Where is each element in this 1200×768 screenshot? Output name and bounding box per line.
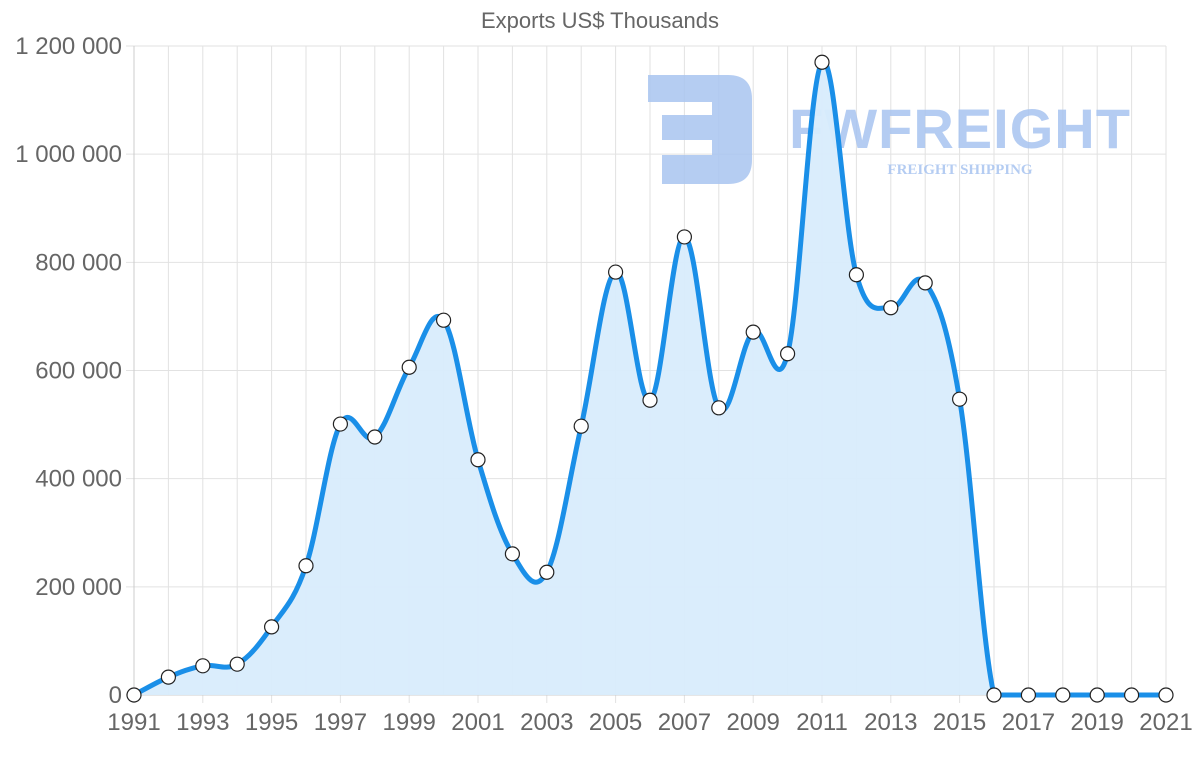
- watermark-logo: FWFREIGHT FREIGHT SHIPPING: [648, 75, 1131, 184]
- chart-title: Exports US$ Thousands: [480, 8, 720, 33]
- y-tick-label: 1 000 000: [15, 141, 122, 168]
- data-point[interactable]: 1998: 477000: [367, 429, 383, 445]
- data-point[interactable]: 2017: 0: [1020, 687, 1037, 703]
- x-tick-label: 2007: [658, 709, 711, 736]
- logo-mark-icon: [648, 75, 752, 184]
- data-point[interactable]: 2002: 261000: [504, 546, 521, 562]
- data-point[interactable]: 2007: 847000: [676, 229, 693, 245]
- y-axis: 0 200 000 400 000 600 000 800 000 1 000 000 1 …: [15, 33, 122, 709]
- x-tick-label: 2005: [589, 709, 642, 736]
- data-point[interactable]: 2008: 531000: [711, 400, 727, 416]
- data-point[interactable]: 1992: 33000: [160, 669, 176, 685]
- watermark-tagline: FREIGHT SHIPPING: [887, 162, 1032, 178]
- x-tick-label: 2003: [520, 709, 573, 736]
- x-tick-label: 1991: [107, 709, 160, 736]
- data-point[interactable]: 1994: 57000: [229, 656, 245, 672]
- data-point[interactable]: 2009: 671000: [745, 324, 761, 340]
- data-point[interactable]: 2003: 227000: [539, 564, 555, 580]
- data-point[interactable]: 1996: 239000: [298, 558, 314, 574]
- data-point[interactable]: 1999: 606000: [401, 359, 417, 375]
- data-points: 1991: 0 1992: 33000 1993: 54000 1994: 57000…: [126, 54, 1174, 703]
- y-tick-label: 600 000: [35, 358, 122, 385]
- x-tick-label: 1995: [245, 709, 298, 736]
- x-tick-label: 2011: [796, 709, 848, 736]
- y-tick-label: 0: [109, 682, 122, 709]
- data-point[interactable]: 2013: 716000: [883, 300, 899, 316]
- area-fill: [134, 61, 1166, 696]
- x-axis: 1991 1993 1995 1997 1999 2001 2003 2005 2007 2009…: [107, 709, 1192, 736]
- data-point[interactable]: 2005: 782000: [607, 264, 624, 280]
- data-point[interactable]: 2015: 547000: [951, 391, 968, 407]
- data-point[interactable]: 2014: 762000: [917, 275, 933, 291]
- data-point[interactable]: 2019: 0: [1089, 687, 1105, 703]
- x-tick-label: 2015: [933, 709, 986, 736]
- data-point[interactable]: 2018: 0: [1055, 687, 1071, 703]
- data-point[interactable]: 1997: 501000: [332, 416, 348, 432]
- x-tick-label: 1993: [176, 709, 229, 736]
- data-point[interactable]: 1991: 0: [126, 687, 142, 703]
- x-tick-label: 2013: [864, 709, 917, 736]
- x-tick-label: 2021: [1139, 709, 1192, 736]
- x-tick-label: 2009: [727, 709, 780, 736]
- x-tick-label: 2017: [1002, 709, 1055, 736]
- data-point[interactable]: 2012: 777000: [848, 267, 865, 283]
- data-point[interactable]: 2011: 1170000: [814, 54, 830, 70]
- data-point[interactable]: 1995: 126000: [264, 619, 280, 635]
- y-tick-label: 400 000: [35, 466, 122, 493]
- data-point[interactable]: 2021: 0: [1158, 687, 1174, 703]
- x-tick-label: 2001: [451, 709, 504, 736]
- data-point[interactable]: 2006: 545000: [642, 392, 658, 408]
- x-tick-label: 1997: [314, 709, 367, 736]
- x-tick-label: 2019: [1071, 709, 1124, 736]
- data-point[interactable]: 2001: 435000: [470, 452, 486, 468]
- data-point[interactable]: 2020: 0: [1123, 687, 1140, 703]
- y-tick-label: 800 000: [35, 249, 122, 276]
- data-point[interactable]: 1993: 54000: [195, 658, 211, 674]
- series-area: [134, 61, 1166, 696]
- data-point[interactable]: 2016: 0: [986, 687, 1002, 703]
- y-tick-label: 200 000: [35, 574, 122, 601]
- watermark-brand: FWFREIGHT: [789, 97, 1131, 160]
- y-tick-label: 1 200 000: [15, 33, 122, 60]
- data-point[interactable]: 2010: 631000: [779, 346, 796, 362]
- data-point[interactable]: 2004: 497000: [573, 418, 589, 434]
- x-tick-label: 1999: [383, 709, 436, 736]
